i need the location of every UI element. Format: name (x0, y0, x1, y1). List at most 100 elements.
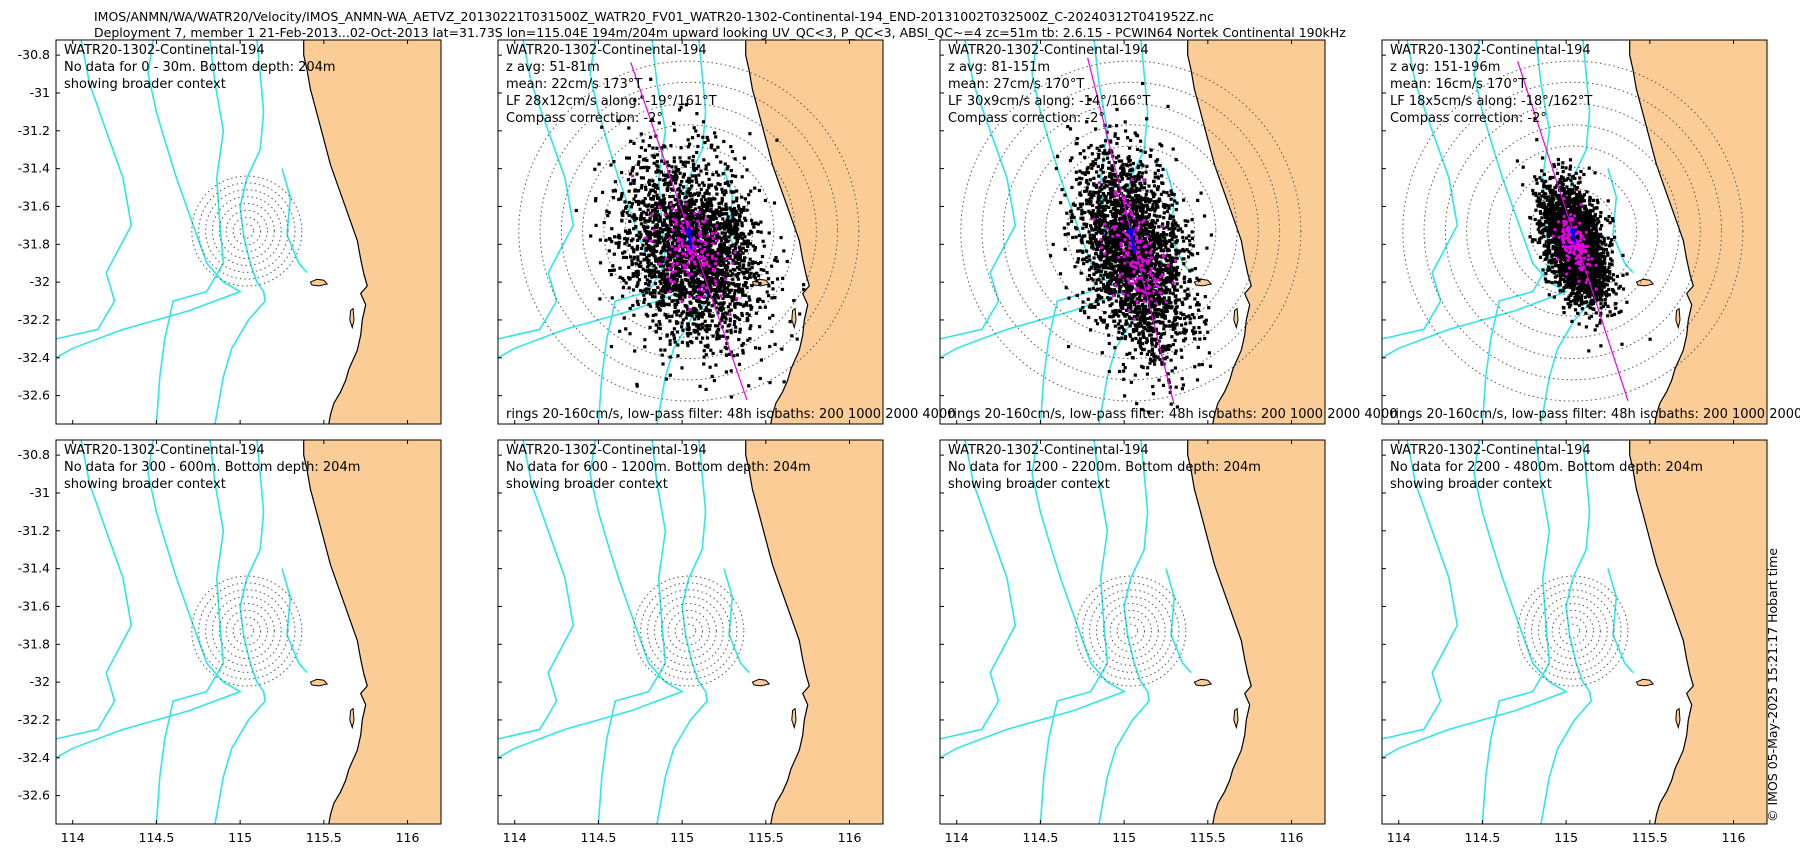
map-panel-p0-30: WATR20-1302-Continental-194 No data for 0… (55, 39, 442, 425)
panel-annotation-line: z avg: 151-196m (1390, 60, 1500, 75)
lat-tick-label: -30.8 (18, 447, 50, 462)
speed-ring (211, 196, 282, 266)
lon-tick-label: 116 (838, 830, 862, 845)
lat-tick-label: -32.2 (18, 712, 50, 727)
speed-ring (225, 209, 268, 253)
rottnest-island (309, 678, 329, 687)
land-area (1629, 40, 1767, 424)
speed-ring (191, 575, 303, 687)
velocity-scatter (1515, 117, 1652, 353)
panel-annotation-line: showing broader context (64, 77, 226, 92)
isobath-line (56, 40, 242, 359)
panel-title: WATR20-1302-Continental-194 (948, 43, 1149, 58)
isobath-line (1607, 568, 1634, 674)
land-area (303, 440, 441, 824)
garden-island (1675, 307, 1681, 330)
garden-island (1233, 307, 1239, 330)
isobath-line (1382, 40, 1568, 359)
lon-tick-label: 114 (61, 830, 85, 845)
speed-ring (191, 175, 303, 287)
mooring-marker (685, 228, 692, 235)
panel-footer: rings 20-160cm/s, low-pass filter: 48h i… (506, 407, 956, 422)
map-panel-p81-151: WATR20-1302-Continental-194 z avg: 81-151… (939, 39, 1398, 425)
mooring-marker (1127, 228, 1134, 235)
speed-ring (633, 575, 745, 687)
panel-title: WATR20-1302-Continental-194 (64, 43, 265, 58)
isobath-line (1382, 440, 1568, 759)
speed-ring (1565, 623, 1581, 639)
mean-velocity-arrow (687, 230, 693, 250)
lat-tick-label: -31.6 (18, 198, 50, 213)
speed-ring (1109, 609, 1152, 653)
credit-timestamp: © IMOS 05-May-2025 15:21:17 Hobart time (1765, 547, 1780, 822)
speed-ring (211, 596, 282, 666)
speed-ring (218, 203, 275, 260)
isobath-line (155, 440, 225, 824)
lat-tick-label: -32.6 (18, 388, 50, 403)
map-panel-p2200-4800: WATR20-1302-Continental-194 No data for 2… (1381, 439, 1768, 825)
coastline (1629, 40, 1694, 424)
speed-ring (681, 623, 697, 639)
lon-tick-label: 114.5 (1023, 830, 1059, 845)
panel-annotation-line: showing broader context (506, 477, 668, 492)
isobath-line (498, 440, 575, 740)
panel-annotation-line: LF 30x9cm/s along: -14°/166°T (948, 94, 1150, 109)
lowpass-points (631, 174, 739, 317)
panel-title: WATR20-1302-Continental-194 (506, 43, 707, 58)
speed-ring (1089, 589, 1173, 673)
isobath-line (155, 40, 225, 424)
rottnest-island (1635, 678, 1655, 687)
lon-tick-label: 114 (945, 830, 969, 845)
speed-ring (1517, 575, 1629, 687)
panel-title: WATR20-1302-Continental-194 (948, 443, 1149, 458)
panel-annotation-line: LF 18x5cm/s along: -18°/162°T (1390, 94, 1592, 109)
speed-ring (198, 182, 296, 280)
speed-ring (239, 623, 255, 639)
speed-ring (239, 223, 255, 239)
speed-ring (1402, 60, 1744, 402)
speed-ring (1544, 603, 1601, 660)
garden-island (349, 707, 355, 730)
garden-island (349, 307, 355, 330)
header-filename: IMOS/ANMN/WA/WATR20/Velocity/IMOS_ANMN-W… (94, 9, 1214, 24)
lon-tick-label: 114 (1387, 830, 1411, 845)
map-panel-p1200-2200: WATR20-1302-Continental-194 No data for 1… (939, 439, 1326, 825)
garden-island (1675, 707, 1681, 730)
speed-ring (1558, 616, 1588, 646)
speed-ring (1524, 582, 1622, 680)
isobath-line (1540, 440, 1593, 824)
coastline (745, 40, 810, 424)
panel-annotation-line: mean: 22cm/s 173°T (506, 77, 642, 92)
header-deployment-info: Deployment 7, member 1 21-Feb-2013...02-… (94, 25, 1346, 40)
lon-tick-label: 114.5 (139, 830, 175, 845)
speed-ring (205, 589, 289, 673)
panel-frame (939, 39, 1326, 425)
speed-ring (232, 616, 262, 646)
isobath-line (56, 40, 133, 340)
speed-ring (1123, 623, 1139, 639)
garden-island (791, 707, 797, 730)
panel-annotation-line: LF 28x12cm/s along: -19°/161°T (506, 94, 717, 109)
speed-ring (225, 609, 268, 653)
lon-tick-label: 114 (503, 830, 527, 845)
coastline (303, 40, 368, 424)
panel-annotation-line: showing broader context (64, 477, 226, 492)
lat-tick-label: -31 (30, 485, 50, 500)
garden-island (1233, 707, 1239, 730)
lon-tick-label: 116 (1722, 830, 1746, 845)
rottnest-island (1193, 278, 1213, 287)
isobath-line (940, 40, 1017, 340)
coastline (1629, 440, 1694, 824)
lowpass-points (1551, 197, 1598, 291)
speed-ring (640, 582, 738, 680)
panel-frame (55, 439, 442, 825)
isobath-line (1382, 440, 1459, 740)
speed-ring (1529, 188, 1616, 275)
speed-ring (582, 124, 796, 338)
figure-header: IMOS/ANMN/WA/WATR20/Velocity/IMOS_ANMN-W… (94, 9, 1346, 41)
speed-ring (198, 582, 296, 680)
isobath-line (56, 440, 133, 740)
lon-tick-label: 114.5 (1465, 830, 1501, 845)
speed-ring (1095, 596, 1166, 666)
lowpass-points (1092, 177, 1177, 321)
